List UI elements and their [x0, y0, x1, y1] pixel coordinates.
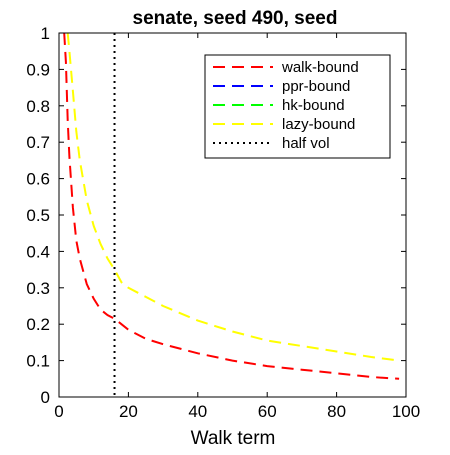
x-tick-label: 40: [188, 402, 207, 421]
y-tick-label: 0.4: [26, 242, 50, 261]
x-tick-label: 80: [327, 402, 346, 421]
legend-label-half vol: half vol: [282, 135, 330, 152]
y-tick-label: 0.5: [26, 206, 50, 225]
y-tick-label: 1: [41, 24, 50, 43]
legend-label-ppr-bound: ppr-bound: [282, 78, 350, 95]
y-tick-label: 0.6: [26, 170, 50, 189]
y-tick-label: 0.3: [26, 279, 50, 298]
x-axis-label: Walk term: [191, 428, 276, 449]
y-tick-label: 0.1: [26, 352, 50, 371]
y-tick-label: 0: [41, 388, 50, 407]
x-tick-label: 100: [392, 402, 420, 421]
x-tick-label: 0: [54, 402, 63, 421]
y-tick-label: 0.8: [26, 97, 50, 116]
legend-label-lazy-bound: lazy-bound: [282, 116, 355, 133]
legend-box: [204, 54, 391, 159]
x-tick-label: 20: [119, 402, 138, 421]
x-tick-label: 60: [258, 402, 277, 421]
legend-label-walk-bound: walk-bound: [281, 59, 359, 76]
legend-label-hk-bound: hk-bound: [282, 97, 345, 114]
y-tick-label: 0.9: [26, 60, 50, 79]
plot-area: 0 20 40 60 80 100 0 0.1 0.2 0.3 0.4 0.5 0.6 0.7 0.8 0.9…: [26, 24, 420, 421]
chart-title: senate, seed 490, seed: [133, 8, 338, 29]
series-line-lazy-bound: [66, 32, 400, 362]
legend: walk-bound ppr-bound hk-bound lazy-bound hal…: [204, 54, 391, 159]
y-tick-label: 0.2: [26, 315, 50, 334]
series-line-walk-bound: [63, 32, 400, 380]
y-tick-label: 0.7: [26, 133, 50, 152]
